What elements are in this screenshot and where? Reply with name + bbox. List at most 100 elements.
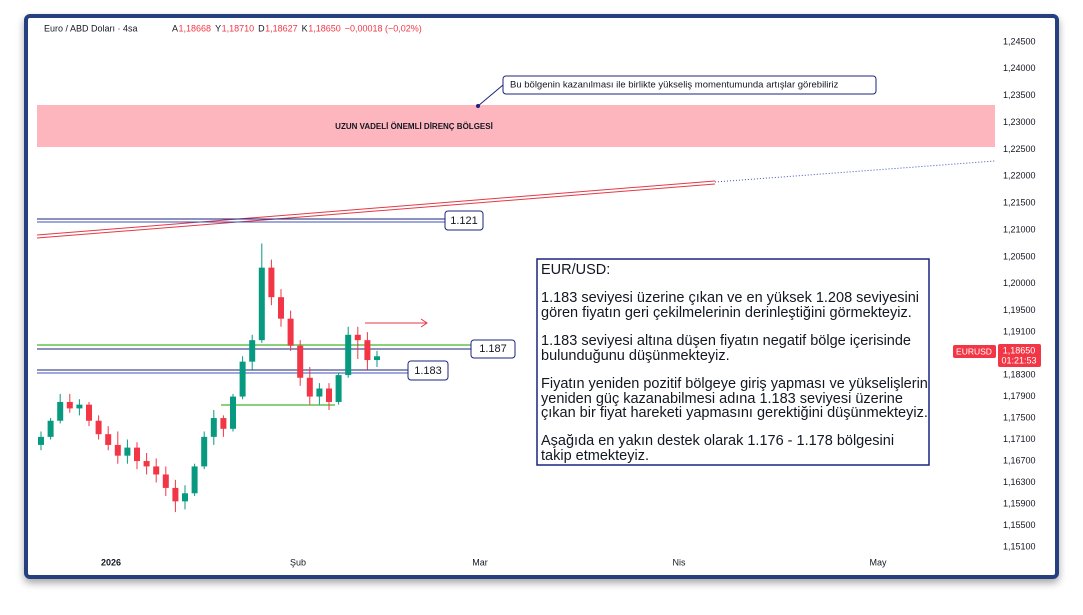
tag-price: 1,18650: [1003, 345, 1036, 355]
candle-body: [239, 361, 246, 397]
candle-body: [153, 466, 160, 475]
ohlc-value: 1,18668: [179, 23, 212, 33]
note: EUR/USD: 1.183 seviyesi üzerine çıkan ve …: [541, 262, 928, 464]
y-tick-label: 1,21500: [1003, 198, 1036, 208]
symbol: Euro / ABD Doları · 4sa: [44, 23, 138, 33]
y-tick-label: 1,23000: [1003, 117, 1036, 127]
callout-pointer: [477, 84, 504, 107]
candle-body: [249, 340, 256, 362]
arrow-head: [420, 318, 428, 328]
y-tick-label: 1,15900: [1003, 498, 1036, 508]
candle-body: [172, 487, 179, 502]
candle-body: [268, 267, 275, 298]
candle-body: [47, 420, 54, 437]
candle-body: [191, 466, 198, 494]
candle-body: [38, 436, 44, 445]
candle-body: [335, 375, 342, 402]
candle-body: [105, 434, 112, 445]
ohlc-key: D: [258, 23, 265, 33]
level-label: 1.121: [450, 215, 478, 227]
candle-body: [143, 461, 150, 467]
x-tick-label: Mar: [472, 557, 488, 567]
y-tick-label: 1,24000: [1003, 63, 1036, 73]
level-box: [470, 339, 516, 359]
note-line: EUR/USD:: [541, 262, 610, 278]
note-line: takip etmekteyiz.: [541, 448, 649, 464]
y-tick-label: 1,22500: [1003, 144, 1036, 154]
ohlc-value: 1,18710: [222, 23, 255, 33]
callout-dot: [476, 104, 480, 108]
x-tick-label: Nis: [673, 557, 686, 567]
candle-body: [162, 474, 169, 488]
candle-body: [201, 436, 208, 467]
tag-countdown: 01:21:53: [1001, 355, 1036, 365]
callout-text: Bu bölgenin kazanılması ile birlikte yük…: [510, 80, 839, 91]
candle-body: [76, 404, 83, 409]
x-tick-label: Şub: [290, 557, 306, 567]
y-tick-label: 1,16700: [1003, 455, 1036, 465]
plot: 1,24500 1,24000 1,23500 1,23000 1,22500 1,220…: [38, 36, 1036, 567]
y-tick-label: 1,24500: [1003, 36, 1036, 46]
trendline: [36, 183, 716, 239]
note-line: gören fiyatın geri çekilmelerinin derinl…: [541, 305, 912, 321]
tag-symbol-bg: [953, 345, 996, 358]
candle-body: [306, 377, 313, 397]
y-tick-label: 1,17100: [1003, 434, 1036, 444]
note-line: 1.183 seviyesi üzerine çıkan ve en yükse…: [541, 290, 919, 306]
candle-body: [210, 418, 217, 437]
ohlc: A 1,18668 Y 1,18710 D 1,18627 K 1,18650 −0,00018…: [172, 23, 422, 33]
candle-body: [66, 401, 73, 409]
candle-body: [287, 318, 294, 346]
level-box: [444, 210, 484, 231]
candle-body: [182, 493, 188, 502]
candle-body: [230, 396, 236, 429]
note-line: çıkan bir fiyat hareketi yapmasını gerek…: [541, 405, 928, 421]
candle-body: [95, 420, 102, 435]
candle-body: [316, 388, 323, 397]
candle-body: [345, 334, 352, 376]
x-tick-label: May: [869, 557, 887, 567]
y-tick-label: 1,15500: [1003, 520, 1036, 530]
note-box: [536, 258, 930, 466]
change: −0,00018 (−0,02%): [345, 23, 422, 33]
y-tick-label: 1,16300: [1003, 477, 1036, 487]
y-tick-label: 1,15100: [1003, 541, 1036, 551]
candle-body: [86, 404, 92, 421]
x-tick-label: 2026: [101, 557, 121, 567]
trendline: [36, 180, 716, 236]
y-tick-label: 1,22000: [1003, 171, 1036, 181]
candle-body: [134, 447, 140, 462]
candle-body: [124, 447, 131, 456]
candle-body: [364, 340, 371, 361]
y-tick-label: 1,19100: [1003, 326, 1036, 336]
candle-body: [374, 356, 380, 361]
candle-body: [278, 297, 284, 319]
candle-body: [258, 267, 265, 341]
candle-body: [326, 388, 332, 402]
y-tick-label: 1,20500: [1003, 251, 1036, 261]
y-tick-label: 1,20000: [1003, 278, 1036, 288]
note-line: yeniden güç kazanabilmesi adına 1.183 se…: [541, 391, 903, 407]
y-tick-label: 1,23500: [1003, 90, 1036, 100]
y-tick-label: 1,17500: [1003, 412, 1036, 422]
candle-body: [220, 418, 227, 429]
tag-symbol: EURUSD: [956, 346, 992, 356]
tag-price-bg: [998, 344, 1041, 367]
candle-body: [297, 345, 304, 378]
note-line: bulunduğunu düşünmekteyiz.: [541, 348, 730, 364]
candle-body: [57, 401, 64, 421]
zone-label: UZUN VADELİ ÖNEMLİ DİRENÇ BÖLGESİ: [335, 122, 493, 131]
note-line: 1.183 seviyesi altına düşen fiyatın nega…: [541, 333, 911, 349]
level-label: 1.187: [479, 343, 507, 355]
y-tick-label: 1,18300: [1003, 369, 1036, 379]
note-line: Fiyatın yeniden pozitif bölgeye giriş ya…: [541, 376, 928, 392]
candle-body: [354, 334, 361, 341]
y-tick-label: 1,21000: [1003, 224, 1036, 234]
y-tick-label: 1,17900: [1003, 391, 1036, 401]
note-line: Aşağıda en yakın destek olarak 1.176 - 1…: [541, 433, 894, 449]
ohlc-value: 1,18627: [265, 23, 298, 33]
ohlc-key: A: [172, 23, 178, 33]
callout-box: [502, 75, 877, 95]
